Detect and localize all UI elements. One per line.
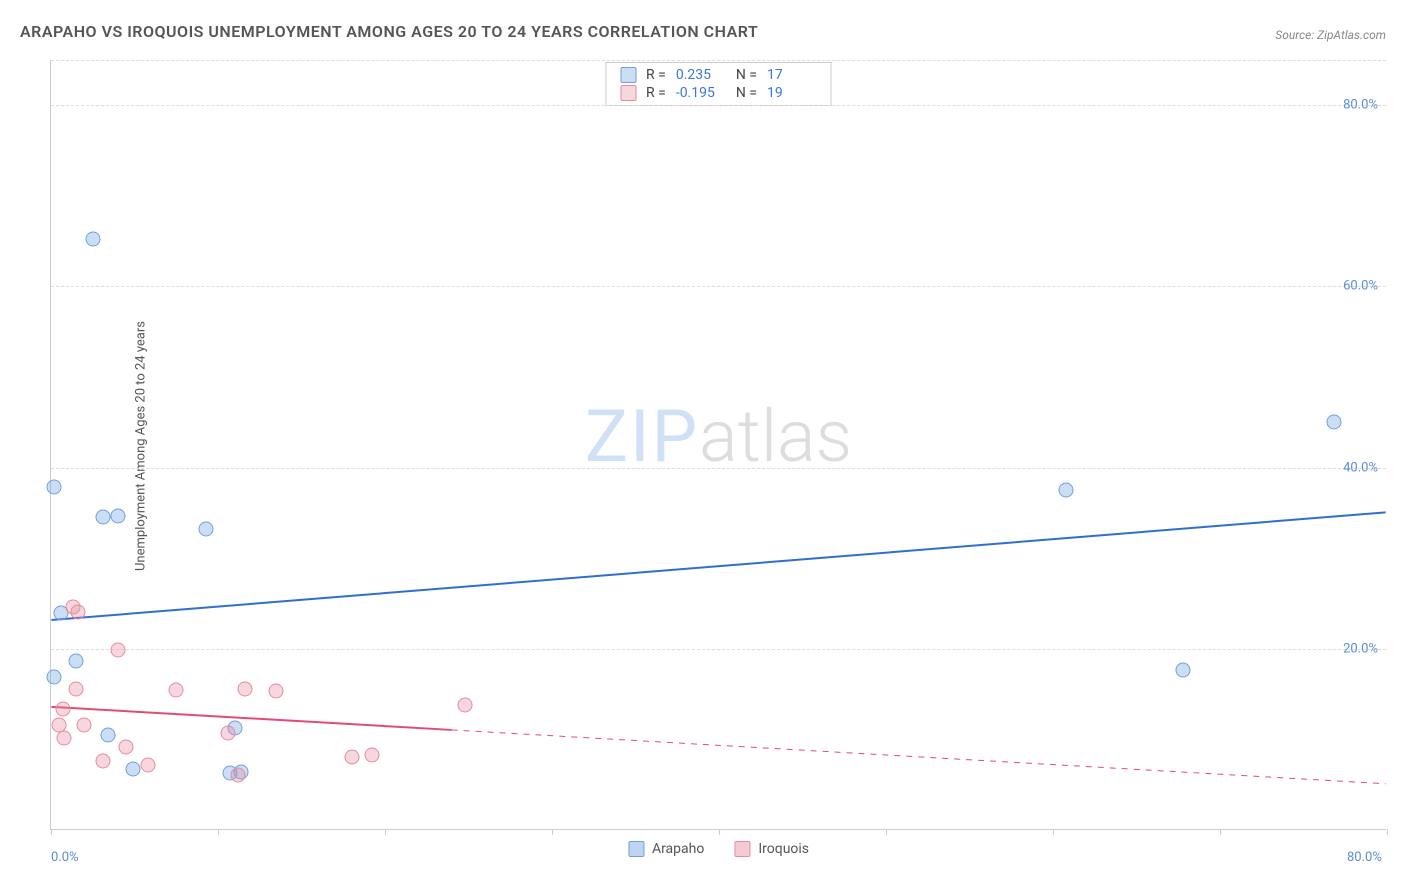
y-tick-label: 40.0% bbox=[1343, 460, 1378, 475]
trend-lines-svg bbox=[51, 60, 1386, 829]
scatter-point-arapaho bbox=[47, 479, 62, 494]
scatter-point-iroquois bbox=[221, 725, 236, 740]
y-tick-label: 60.0% bbox=[1343, 279, 1378, 294]
stat-r-value-iroquois: -0.195 bbox=[676, 85, 726, 101]
stat-r-value-arapaho: 0.235 bbox=[676, 67, 726, 83]
scatter-point-iroquois bbox=[458, 697, 473, 712]
scatter-point-iroquois bbox=[364, 747, 379, 762]
scatter-point-arapaho bbox=[85, 232, 100, 247]
scatter-point-iroquois bbox=[237, 681, 252, 696]
legend-item-iroquois: Iroquois bbox=[734, 841, 809, 857]
stat-n-label: N = bbox=[736, 67, 757, 83]
stat-r-label: R = bbox=[646, 85, 666, 101]
scatter-point-arapaho bbox=[125, 762, 140, 777]
x-tick bbox=[1220, 829, 1221, 835]
x-tick bbox=[719, 829, 720, 835]
x-tick bbox=[385, 829, 386, 835]
stats-row-iroquois: R = -0.195 N = 19 bbox=[620, 85, 817, 101]
watermark: ZIPatlas bbox=[585, 394, 852, 479]
x-tick bbox=[886, 829, 887, 835]
watermark-zip: ZIP bbox=[585, 394, 699, 479]
x-tick bbox=[1053, 829, 1054, 835]
x-tick bbox=[218, 829, 219, 835]
stats-row-arapaho: R = 0.235 N = 17 bbox=[620, 67, 817, 83]
gridline bbox=[51, 286, 1386, 287]
swatch-arapaho bbox=[620, 67, 636, 83]
scatter-point-arapaho bbox=[1059, 483, 1074, 498]
x-tick bbox=[552, 829, 553, 835]
bottom-legend: Arapaho Iroquois bbox=[628, 841, 809, 857]
scatter-point-arapaho bbox=[1326, 415, 1341, 430]
chart-title: ARAPAHO VS IROQUOIS UNEMPLOYMENT AMONG A… bbox=[20, 22, 758, 41]
x-tick-label: 0.0% bbox=[51, 850, 79, 865]
legend-swatch-arapaho bbox=[628, 841, 644, 857]
scatter-point-iroquois bbox=[169, 682, 184, 697]
x-tick bbox=[51, 829, 52, 835]
scatter-point-arapaho bbox=[100, 727, 115, 742]
scatter-point-arapaho bbox=[69, 653, 84, 668]
trend-line-iroquois bbox=[51, 707, 451, 730]
legend-label-iroquois: Iroquois bbox=[758, 841, 809, 857]
legend-item-arapaho: Arapaho bbox=[628, 841, 704, 857]
stat-r-label: R = bbox=[646, 67, 666, 83]
scatter-point-iroquois bbox=[140, 757, 155, 772]
x-tick-label: 80.0% bbox=[1347, 850, 1382, 865]
stat-n-value-arapaho: 17 bbox=[767, 67, 817, 83]
y-tick-label: 80.0% bbox=[1343, 98, 1378, 113]
scatter-point-arapaho bbox=[47, 669, 62, 684]
gridline bbox=[51, 468, 1386, 469]
correlation-stats-box: R = 0.235 N = 17 R = -0.195 N = 19 bbox=[605, 62, 832, 106]
legend-label-arapaho: Arapaho bbox=[652, 841, 704, 857]
y-tick-label: 20.0% bbox=[1343, 641, 1378, 656]
scatter-point-iroquois bbox=[269, 684, 284, 699]
gridline bbox=[51, 105, 1386, 106]
stat-n-value-iroquois: 19 bbox=[767, 85, 817, 101]
trend-line-dashed-iroquois bbox=[452, 730, 1386, 784]
scatter-point-arapaho bbox=[95, 510, 110, 525]
scatter-point-iroquois bbox=[119, 739, 134, 754]
scatter-point-arapaho bbox=[1176, 662, 1191, 677]
scatter-point-iroquois bbox=[57, 730, 72, 745]
x-tick bbox=[1387, 829, 1388, 835]
source-attribution: Source: ZipAtlas.com bbox=[1275, 28, 1386, 42]
watermark-atlas: atlas bbox=[699, 394, 852, 479]
scatter-point-arapaho bbox=[110, 508, 125, 523]
scatter-point-iroquois bbox=[344, 749, 359, 764]
chart-container: ARAPAHO VS IROQUOIS UNEMPLOYMENT AMONG A… bbox=[0, 0, 1406, 892]
scatter-point-iroquois bbox=[110, 642, 125, 657]
swatch-iroquois bbox=[620, 85, 636, 101]
scatter-point-iroquois bbox=[77, 717, 92, 732]
scatter-point-iroquois bbox=[95, 754, 110, 769]
scatter-point-arapaho bbox=[199, 522, 214, 537]
legend-swatch-iroquois bbox=[734, 841, 750, 857]
plot-area: ZIPatlas R = 0.235 N = 17 R = -0.195 N =… bbox=[50, 60, 1386, 830]
scatter-point-iroquois bbox=[69, 681, 84, 696]
gridline bbox=[51, 649, 1386, 650]
trend-line-arapaho bbox=[51, 512, 1385, 620]
scatter-point-iroquois bbox=[70, 604, 85, 619]
stat-n-label: N = bbox=[736, 85, 757, 101]
scatter-point-iroquois bbox=[55, 701, 70, 716]
gridline bbox=[51, 60, 1386, 61]
scatter-point-iroquois bbox=[231, 767, 246, 782]
